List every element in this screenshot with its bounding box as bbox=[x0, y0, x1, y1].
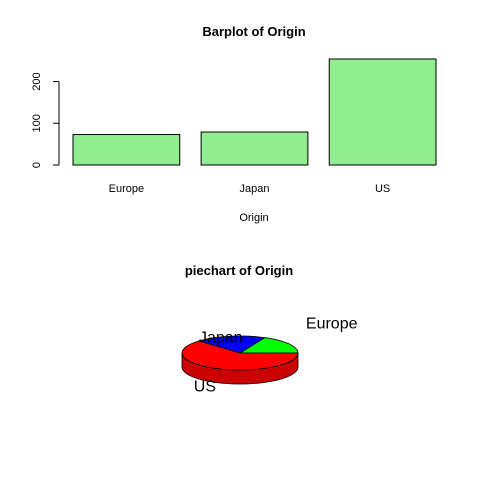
pie-3d bbox=[181, 335, 299, 385]
pie-labels: Europe Japan US bbox=[194, 315, 358, 395]
pie-chart: piechart of Origin Europe Japan US bbox=[181, 263, 358, 396]
bar-x-axis-label: Origin bbox=[239, 212, 268, 224]
bar-y-tick-label: 0 bbox=[31, 162, 43, 168]
bar-us bbox=[328, 58, 437, 166]
bar-japan bbox=[200, 131, 309, 166]
bar-x-tick-labels: Europe Japan US bbox=[109, 183, 391, 195]
bars bbox=[72, 58, 437, 166]
pie-slice-europe bbox=[238, 337, 299, 354]
pie-slice-us bbox=[181, 340, 299, 371]
bar-chart-title: Barplot of Origin bbox=[202, 24, 305, 39]
bar-y-tick-label: 100 bbox=[31, 114, 43, 132]
bar-y-axis: 0 100 200 bbox=[31, 72, 60, 168]
bar-x-tick-label: US bbox=[375, 183, 390, 195]
bar-x-tick-label: Europe bbox=[109, 183, 144, 195]
pie-label-japan: Japan bbox=[199, 329, 243, 346]
bar-europe bbox=[72, 134, 181, 166]
bar-y-tick-label: 200 bbox=[31, 72, 43, 90]
pie-slice-japan bbox=[197, 335, 266, 354]
bar-x-tick-label: Japan bbox=[240, 183, 270, 195]
pie-label-europe: Europe bbox=[306, 315, 358, 332]
pie-label-us: US bbox=[194, 379, 216, 396]
pie-chart-title: piechart of Origin bbox=[185, 263, 293, 278]
